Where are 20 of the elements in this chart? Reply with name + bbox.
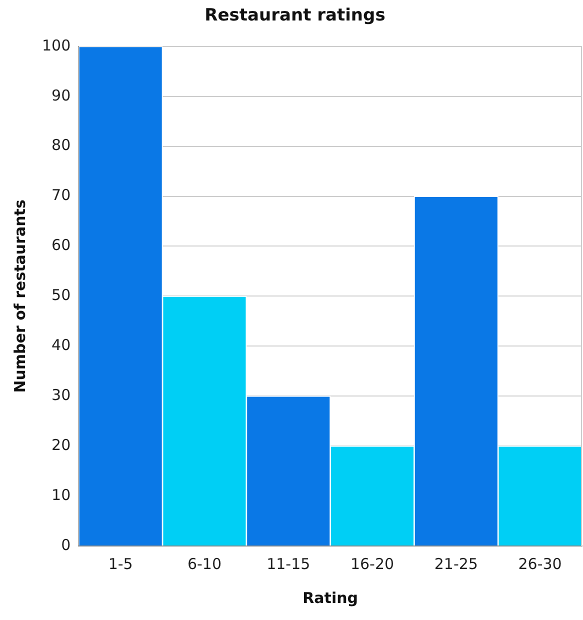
y-tick-label: 30 bbox=[52, 386, 71, 404]
chart-title: Restaurant ratings bbox=[204, 6, 386, 26]
y-tick-label: 70 bbox=[52, 186, 71, 204]
y-tick-label: 80 bbox=[52, 136, 71, 154]
x-tick-label: 11-15 bbox=[266, 554, 310, 573]
y-tick-label: 20 bbox=[52, 436, 71, 454]
y-tick-label: 10 bbox=[52, 486, 71, 504]
x-tick-label: 1-5 bbox=[108, 554, 133, 573]
x-tick-label: 26-30 bbox=[518, 554, 562, 573]
y-tick-label: 60 bbox=[52, 236, 71, 254]
x-tick-label: 16-20 bbox=[350, 554, 394, 573]
y-tick-label: 90 bbox=[52, 86, 71, 104]
x-tick-label: 6-10 bbox=[187, 554, 222, 573]
x-tick-label: 21-25 bbox=[434, 554, 478, 573]
y-tick-label: 0 bbox=[61, 536, 71, 554]
y-tick-label: 50 bbox=[52, 286, 71, 304]
x-axis-title: Rating bbox=[302, 588, 358, 607]
y-tick-label: 100 bbox=[42, 36, 71, 54]
y-axis-title: Number of restaurants bbox=[10, 200, 29, 393]
y-tick-label: 40 bbox=[52, 336, 71, 354]
